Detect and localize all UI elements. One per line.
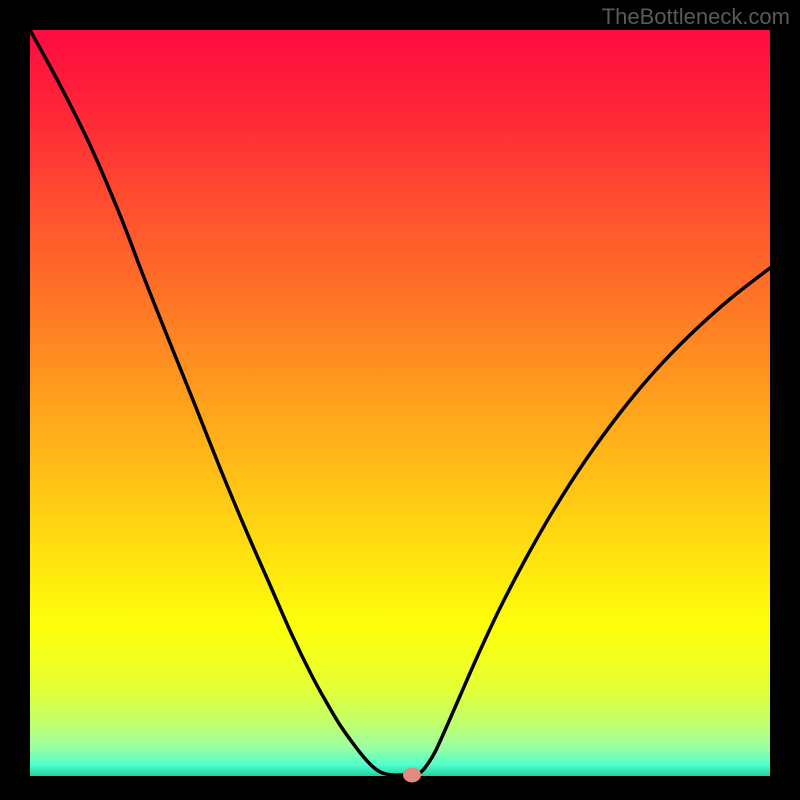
plot-area — [30, 30, 770, 776]
watermark-text: TheBottleneck.com — [602, 4, 790, 30]
optimal-point-marker — [403, 768, 421, 783]
chart-container: { "meta": { "watermark": "TheBottleneck.… — [0, 0, 800, 800]
bottleneck-chart — [0, 0, 800, 800]
